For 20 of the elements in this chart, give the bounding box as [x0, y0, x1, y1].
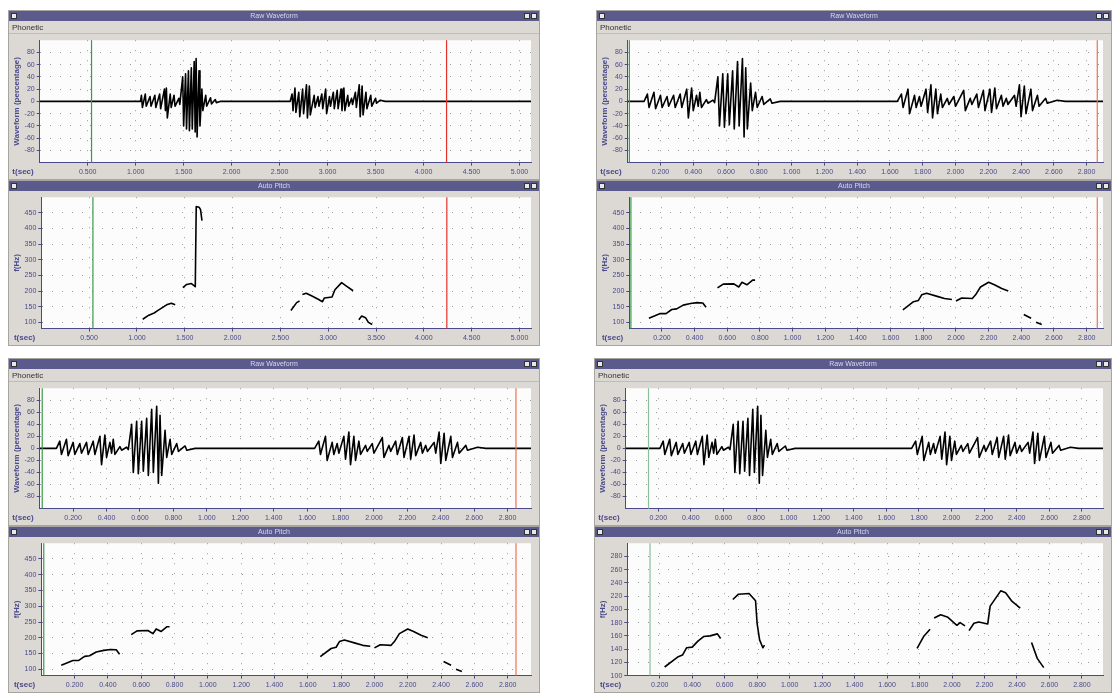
x-axis-title: t(sec) [601, 332, 624, 342]
x-axis-title: t(sec) [13, 332, 36, 342]
y-axis-title: Waveform (percentage) [600, 56, 609, 146]
text: Phonetic [12, 371, 44, 380]
y-axis-title: Waveform (percentage) [598, 403, 607, 493]
x-axis-title: t(sec) [12, 512, 35, 522]
y-axis-title: f(Hz) [600, 253, 609, 272]
x-axis-title: t(sec) [13, 679, 36, 689]
x-axis-title: t(sec) [598, 512, 621, 522]
y-axis-title: f(Hz) [12, 600, 21, 619]
text: Phonetic [600, 23, 632, 32]
x-axis-title: t(sec) [12, 166, 35, 176]
x-axis-title: t(sec) [599, 679, 622, 689]
text: Phonetic [12, 23, 44, 32]
text: Phonetic [598, 371, 630, 380]
y-axis-title: Waveform (percentage) [12, 403, 21, 493]
y-axis-title: Waveform (percentage) [12, 56, 21, 146]
y-axis-title: f(Hz) [598, 600, 607, 619]
x-axis-title: t(sec) [600, 166, 623, 176]
y-axis-title: f(Hz) [12, 253, 21, 272]
